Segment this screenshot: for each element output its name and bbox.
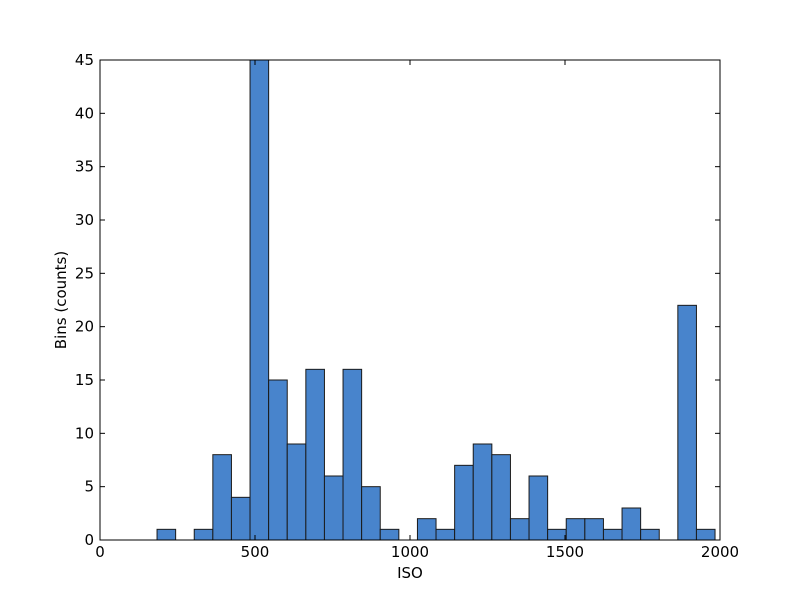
x-axis-label: ISO xyxy=(397,564,423,582)
y-tick-label: 0 xyxy=(84,531,94,549)
bar xyxy=(249,59,270,541)
y-tick-label: 35 xyxy=(75,158,94,176)
bar xyxy=(212,454,232,541)
x-tick-label: 2000 xyxy=(701,543,739,561)
bar xyxy=(528,475,549,541)
bar xyxy=(323,475,344,541)
bar xyxy=(677,304,697,541)
bar xyxy=(379,528,400,541)
bar xyxy=(695,528,716,541)
x-tick-label: 1500 xyxy=(546,543,584,561)
y-tick-label: 45 xyxy=(75,51,94,69)
bar xyxy=(472,443,493,541)
bar xyxy=(640,528,660,541)
bar xyxy=(416,518,437,541)
bar xyxy=(193,528,214,541)
x-tick-label: 0 xyxy=(95,543,105,561)
bar xyxy=(509,518,530,541)
bar xyxy=(491,454,511,541)
bar xyxy=(361,486,381,541)
y-tick-label: 10 xyxy=(75,424,94,442)
bar xyxy=(621,507,642,541)
bar xyxy=(565,518,586,541)
bar xyxy=(230,496,251,541)
bar xyxy=(454,464,474,541)
bar xyxy=(286,443,307,541)
bar xyxy=(268,379,288,541)
y-tick-label: 20 xyxy=(75,318,94,336)
bar xyxy=(602,528,623,541)
bar xyxy=(156,528,177,541)
bar xyxy=(547,528,567,541)
y-tick-label: 15 xyxy=(75,371,94,389)
y-axis-label: Bins (counts) xyxy=(52,251,70,349)
x-tick-label: 1000 xyxy=(391,543,429,561)
y-tick-label: 30 xyxy=(75,211,94,229)
y-tick-label: 40 xyxy=(75,104,94,122)
bar xyxy=(342,368,363,541)
bar xyxy=(584,518,604,541)
y-tick-label: 25 xyxy=(75,264,94,282)
y-tick-label: 5 xyxy=(84,478,94,496)
bar xyxy=(305,368,325,541)
bar xyxy=(435,528,456,541)
x-tick-label: 500 xyxy=(241,543,270,561)
